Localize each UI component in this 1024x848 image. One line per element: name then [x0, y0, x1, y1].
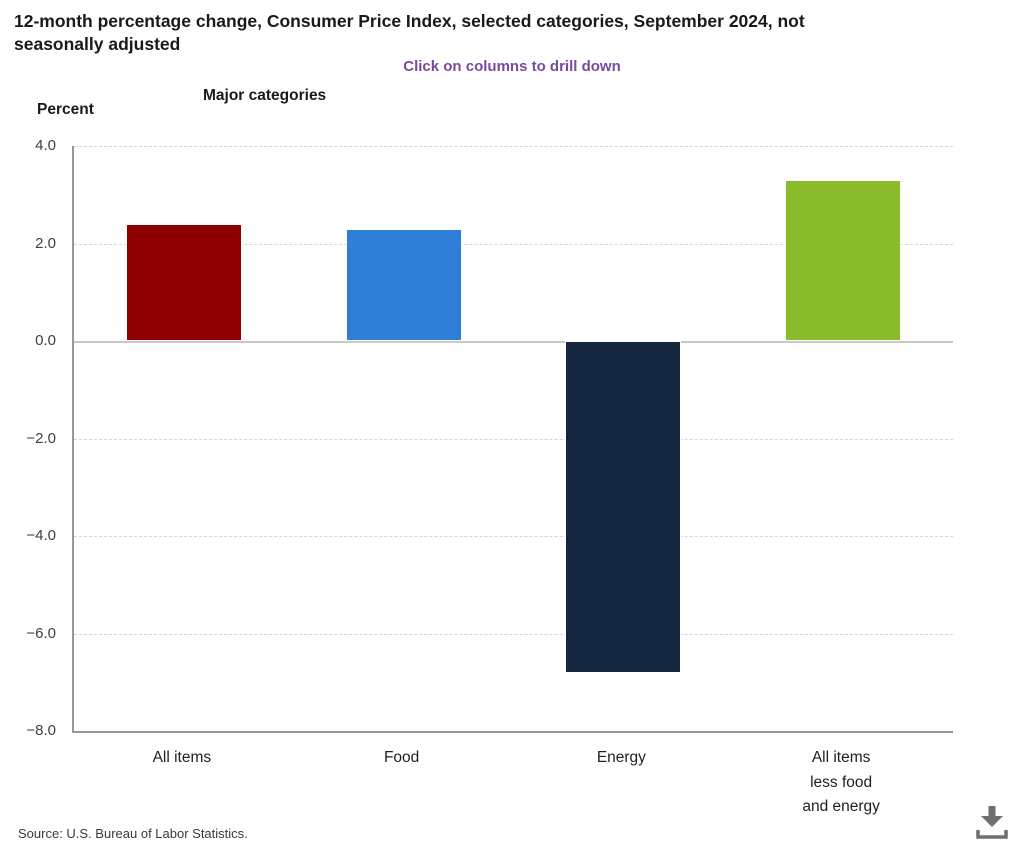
x-axis-label-all-items: All items — [152, 749, 212, 766]
x-axis-label-energy: Energy — [596, 749, 646, 766]
bar-energy[interactable] — [565, 341, 682, 673]
y-tick-label: −6.0 — [26, 624, 56, 642]
y-tick-label: 0.0 — [35, 332, 56, 349]
gridline — [74, 146, 953, 147]
y-tick-label: −2.0 — [26, 429, 56, 447]
x-axis-label-food: Food — [383, 749, 420, 766]
x-axis-group-title: Major categories — [203, 87, 327, 104]
zero-line — [74, 341, 953, 343]
y-axis-unit-label: Percent — [37, 101, 94, 118]
chart-title-line2: seasonally adjusted — [14, 34, 181, 54]
drilldown-hint: Click on columns to drill down — [403, 58, 621, 75]
x-axis-label-all-items-less-food-and-energy: All items less food and energy — [802, 749, 880, 815]
bar-food[interactable] — [345, 228, 462, 341]
chart-title: 12-month percentage change, Consumer Pri… — [14, 10, 974, 56]
y-tick-label: 4.0 — [35, 137, 56, 154]
bar-all-items-less-food-and-energy[interactable] — [785, 180, 902, 341]
y-tick-label: 2.0 — [35, 234, 56, 252]
y-tick-label: −8.0 — [26, 722, 56, 739]
download-button[interactable] — [970, 801, 1014, 843]
gridline — [74, 633, 953, 635]
chart-title-line1: 12-month percentage change, Consumer Pri… — [14, 11, 805, 31]
plot-area — [72, 146, 953, 733]
gridline — [74, 243, 953, 245]
source-note: Source: U.S. Bureau of Labor Statistics. — [18, 826, 248, 841]
bar-all-items[interactable] — [125, 224, 242, 341]
gridline — [74, 438, 953, 440]
gridline — [74, 536, 953, 537]
y-tick-label: −4.0 — [26, 527, 56, 544]
download-icon — [976, 806, 1008, 839]
